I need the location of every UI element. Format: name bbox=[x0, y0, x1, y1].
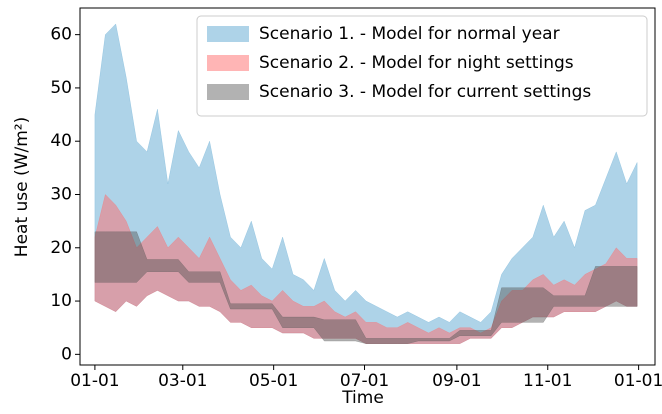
y-tick-label: 10 bbox=[50, 291, 72, 311]
x-tick-label: 11-01 bbox=[523, 371, 572, 391]
legend-label: Scenario 2. - Model for night settings bbox=[259, 53, 574, 73]
y-axis-label: Heat use (W/m²) bbox=[12, 117, 32, 257]
legend-label: Scenario 1. - Model for normal year bbox=[259, 24, 560, 44]
x-tick-label: 01-01 bbox=[614, 371, 662, 391]
legend-swatch bbox=[207, 55, 249, 71]
y-tick-label: 40 bbox=[50, 131, 72, 151]
band-area bbox=[94, 193, 638, 344]
y-tick-label: 20 bbox=[50, 238, 72, 258]
x-tick-label: 03-01 bbox=[158, 371, 207, 391]
band-area bbox=[94, 231, 638, 344]
legend-label: Scenario 3. - Model for current settings bbox=[259, 82, 591, 102]
y-tick-label: 30 bbox=[50, 184, 72, 204]
y-tick-label: 50 bbox=[50, 78, 72, 98]
x-tick-label: 07-01 bbox=[340, 371, 389, 391]
legend-swatch bbox=[207, 26, 249, 42]
plot-frame bbox=[79, 7, 656, 366]
y-tick-label: 60 bbox=[50, 25, 72, 45]
legend-box bbox=[196, 15, 648, 117]
legend-swatch bbox=[207, 84, 249, 100]
x-axis-label: Time bbox=[341, 388, 384, 408]
y-tick-label: 0 bbox=[61, 344, 72, 364]
x-tick-label: 09-01 bbox=[432, 371, 481, 391]
x-tick-label: 01-01 bbox=[70, 371, 119, 391]
x-tick-label: 05-01 bbox=[249, 371, 298, 391]
